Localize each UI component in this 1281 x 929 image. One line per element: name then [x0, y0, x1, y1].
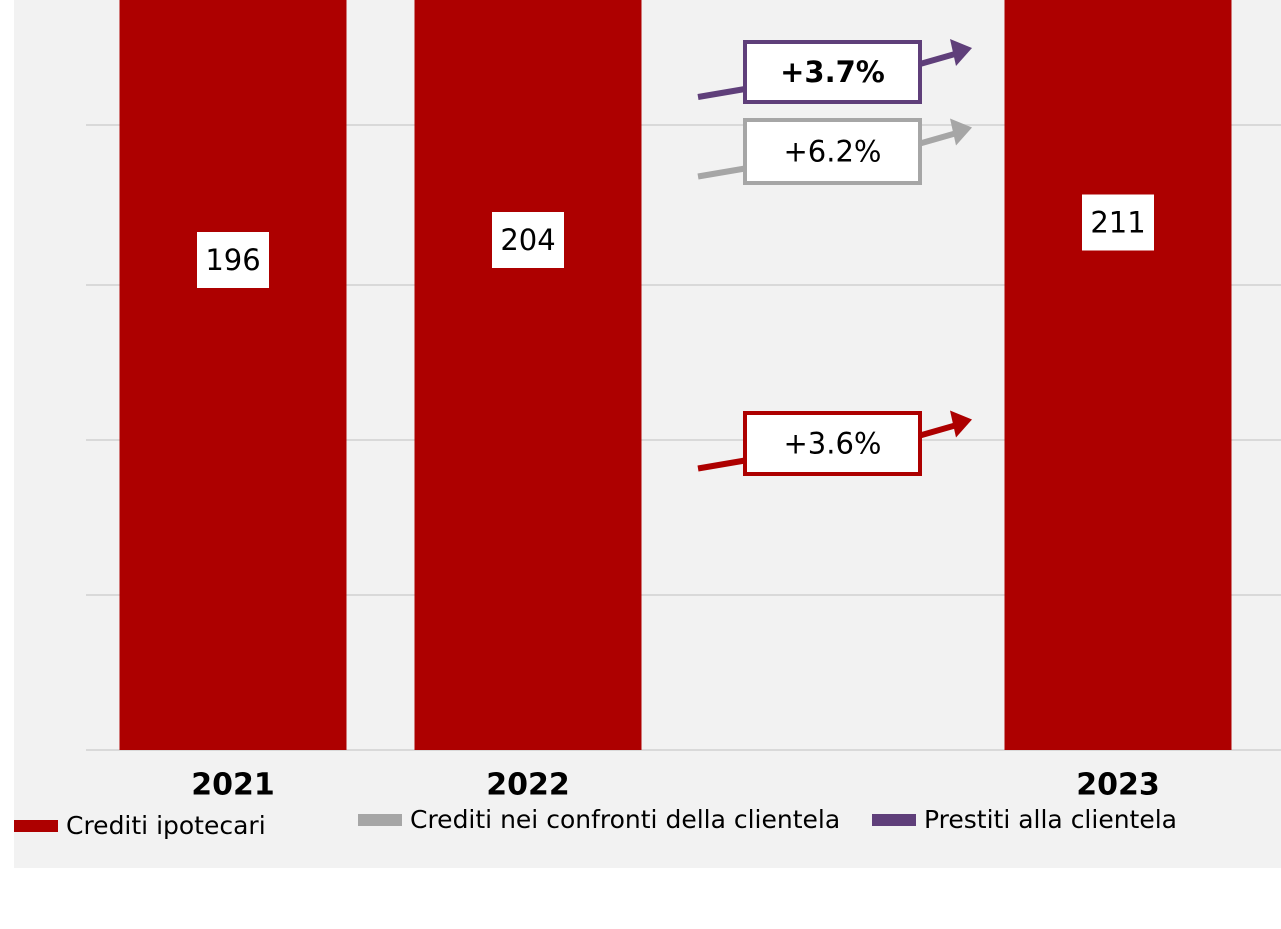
annotation-arrow-tail [697, 86, 746, 100]
annotation-text: +3.7% [780, 55, 885, 89]
legend-label: Prestiti alla clientela [924, 805, 1177, 834]
annotation-arrow-tail [697, 165, 746, 180]
legend-swatch [14, 820, 58, 832]
legend-swatch [358, 814, 402, 826]
bar-segment [119, 0, 347, 750]
value-label-box [492, 212, 564, 268]
legend-label: Crediti nei confronti della clientela [410, 805, 840, 834]
value-label: 196 [205, 243, 260, 277]
annotation-arrowhead [950, 39, 972, 66]
x-tick-label: 2021 [191, 768, 275, 803]
annotation-text: +3.6% [784, 427, 882, 461]
x-tick-label: 2022 [486, 768, 570, 803]
legend-label: Crediti ipotecari [66, 811, 266, 840]
value-label-box [197, 232, 269, 288]
annotation-arrow-head-line [919, 422, 956, 439]
annotation-box [743, 40, 922, 104]
value-label: 204 [500, 223, 555, 257]
value-label-box [1082, 194, 1154, 251]
legend-swatch [872, 814, 916, 826]
annotation-arrow-head-line [919, 51, 956, 67]
value-label: 211 [1090, 206, 1145, 240]
annotation-text: +6.2% [784, 135, 882, 169]
annotation-box [743, 411, 922, 476]
bar-segment [1004, 0, 1232, 750]
annotation-arrowhead [950, 410, 972, 438]
annotation-arrow-head-line [919, 130, 956, 147]
bar-segment [414, 0, 642, 750]
annotation-arrowhead [950, 118, 972, 146]
annotation-arrow-tail [697, 457, 746, 472]
annotation-box [743, 118, 922, 185]
x-tick-label: 2023 [1076, 768, 1160, 803]
